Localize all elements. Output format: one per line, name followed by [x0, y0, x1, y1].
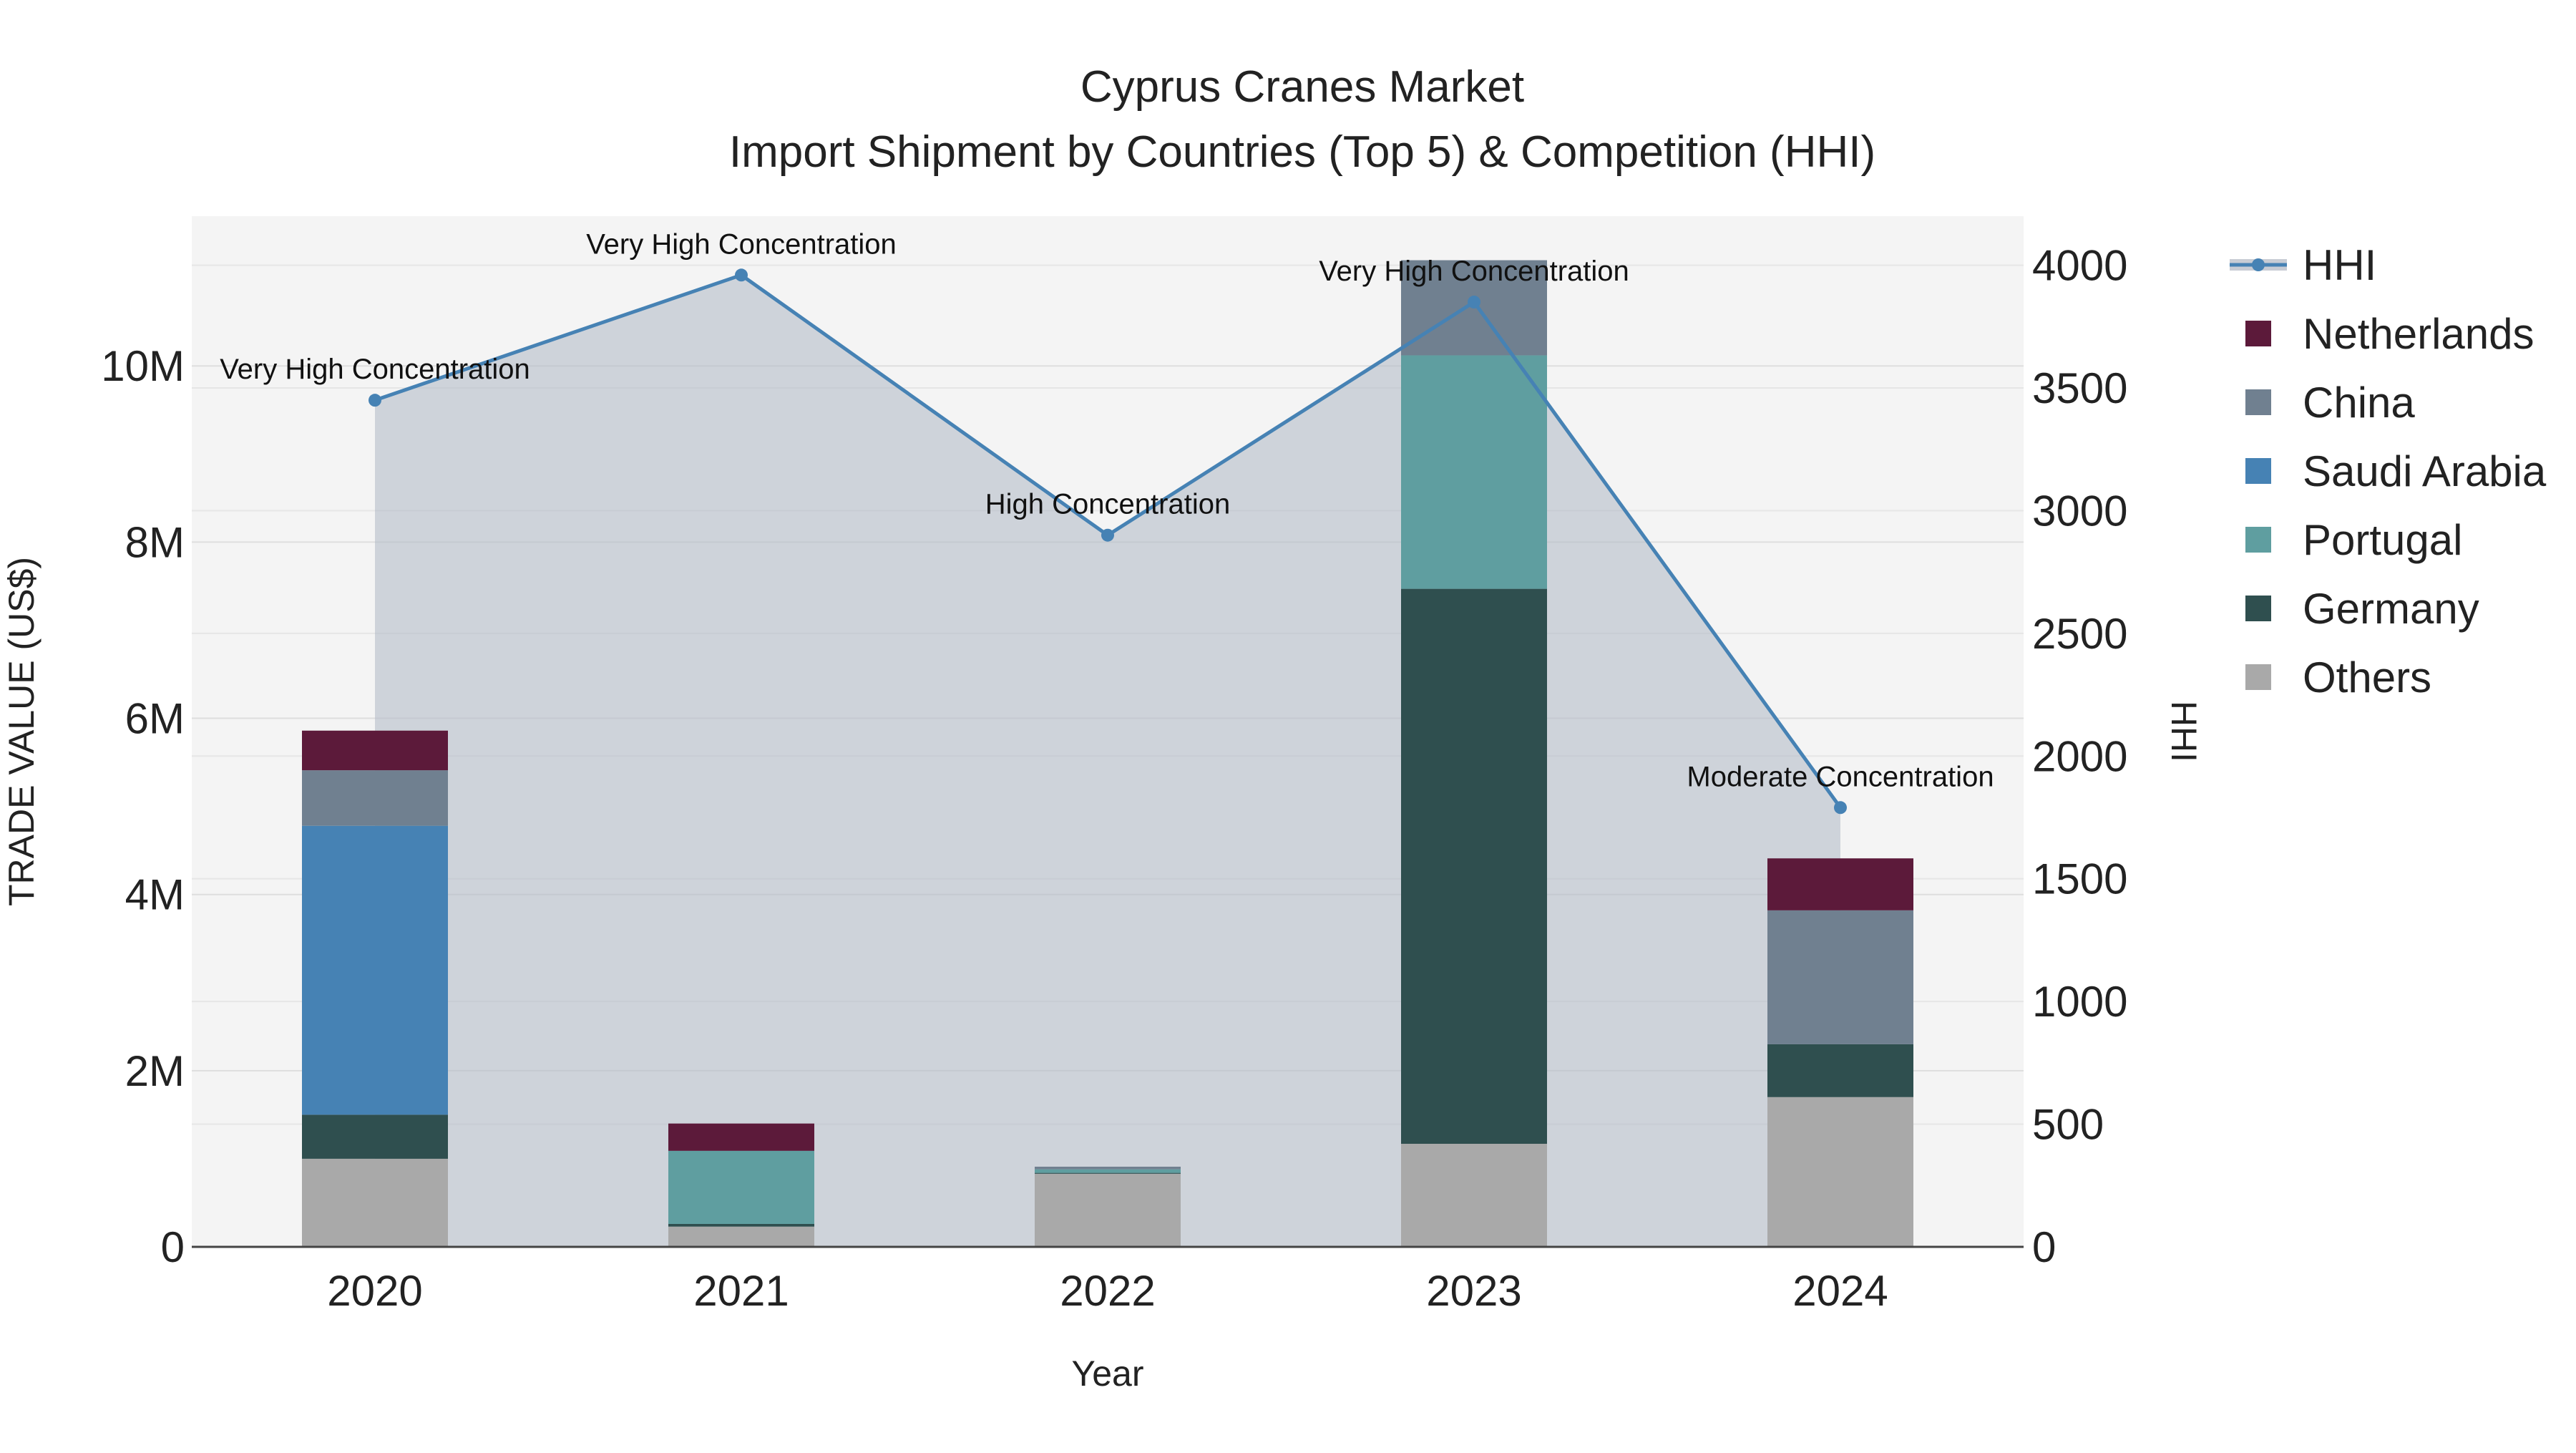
y-tick-label: 6M	[125, 695, 185, 743]
hhi-annotation-2022: High Concentration	[985, 489, 1230, 520]
bar-saudi-arabia-2020	[302, 825, 448, 1115]
y2-tick-label: 3000	[2032, 487, 2127, 535]
hhi-marker-2020	[369, 394, 381, 407]
x-tick-label: 2020	[327, 1267, 422, 1315]
annotation-layer: Very High Concentration Very High Concent…	[220, 228, 1994, 792]
bar-portugal-2022	[1035, 1169, 1181, 1173]
bar-portugal-2023	[1401, 355, 1547, 589]
hhi-line-layer	[369, 268, 1847, 815]
bar-portugal-2021	[668, 1150, 814, 1224]
legend-label-netherlands: Netherlands	[2303, 310, 2534, 358]
hhi-annotation-2024: Moderate Concentration	[1687, 761, 1994, 792]
legend-swatch-portugal	[2245, 527, 2271, 553]
y-axis-title: TRADE VALUE (US$)	[1, 557, 42, 906]
bar-china-2020	[302, 770, 448, 826]
bar-others-2024	[1767, 1097, 1913, 1247]
bar-germany-2022	[1035, 1172, 1181, 1174]
hhi-marker-2022	[1101, 528, 1114, 542]
legend-swatch-germany	[2245, 596, 2271, 621]
y-tick-label: 8M	[125, 518, 185, 566]
legend-swatch-others	[2245, 664, 2271, 690]
axis-layer: 2020 2021 2022 2023 2024 0 2M 4M 6M 8M 10M 0 500 1000…	[101, 242, 2127, 1315]
legend-label-others: Others	[2303, 653, 2431, 701]
y-tick-label: 0	[161, 1223, 185, 1271]
y2-tick-label: 3500	[2032, 364, 2127, 412]
y2-tick-label: 2500	[2032, 610, 2127, 658]
bar-china-2022	[1035, 1167, 1181, 1170]
bar-others-2021	[668, 1226, 814, 1247]
bar-netherlands-2024	[1767, 858, 1913, 910]
bar-netherlands-2020	[302, 730, 448, 771]
bar-china-2024	[1767, 910, 1913, 1044]
legend-label-germany: Germany	[2303, 585, 2479, 633]
legend-label-china: China	[2303, 379, 2415, 427]
legend-swatch-saudi-arabia	[2245, 458, 2271, 484]
y2-tick-label: 4000	[2032, 242, 2127, 290]
chart-subtitle: Import Shipment by Countries (Top 5) & C…	[729, 127, 1875, 177]
x-tick-label: 2023	[1426, 1267, 1521, 1315]
bars-layer	[302, 260, 1913, 1247]
legend-label-portugal: Portugal	[2303, 516, 2462, 564]
bar-germany-2024	[1767, 1044, 1913, 1097]
bar-germany-2021	[668, 1224, 814, 1227]
bar-others-2022	[1035, 1173, 1181, 1247]
y2-axis-title: HHI	[2164, 701, 2204, 762]
y-tick-label: 2M	[125, 1047, 185, 1095]
x-tick-label: 2021	[693, 1267, 789, 1315]
x-tick-label: 2024	[1792, 1267, 1888, 1315]
y2-tick-label: 0	[2032, 1223, 2056, 1271]
hhi-annotation-2023: Very High Concentration	[1319, 256, 1629, 287]
bar-others-2020	[302, 1158, 448, 1247]
bar-netherlands-2021	[668, 1123, 814, 1151]
legend-label-hhi: HHI	[2303, 241, 2376, 289]
legend-swatch-netherlands	[2245, 321, 2271, 346]
legend-swatch-china	[2245, 389, 2271, 415]
hhi-marker-2023	[1468, 296, 1480, 308]
y-tick-label: 4M	[125, 871, 185, 919]
bar-germany-2023	[1401, 588, 1547, 1144]
hhi-annotation-2021: Very High Concentration	[586, 228, 897, 260]
y-tick-label: 10M	[101, 342, 185, 390]
bar-germany-2020	[302, 1114, 448, 1159]
x-tick-label: 2022	[1060, 1267, 1155, 1315]
y2-tick-label: 1500	[2032, 855, 2127, 903]
hhi-marker-2021	[735, 268, 748, 282]
bar-others-2023	[1401, 1144, 1547, 1247]
legend: HHI Netherlands China Saudi Arabia Portugal G…	[2230, 241, 2547, 701]
legend-label-saudi-arabia: Saudi Arabia	[2303, 447, 2547, 495]
y2-tick-label: 500	[2032, 1101, 2104, 1149]
x-axis-title: Year	[1071, 1354, 1143, 1394]
chart-title: Cyprus Cranes Market	[1080, 62, 1524, 112]
y2-tick-label: 1000	[2032, 978, 2127, 1026]
y2-tick-label: 2000	[2032, 732, 2127, 780]
hhi-annotation-2020: Very High Concentration	[220, 354, 530, 385]
legend-hhi-swatch-marker	[2252, 258, 2265, 271]
hhi-marker-2024	[1834, 801, 1847, 815]
